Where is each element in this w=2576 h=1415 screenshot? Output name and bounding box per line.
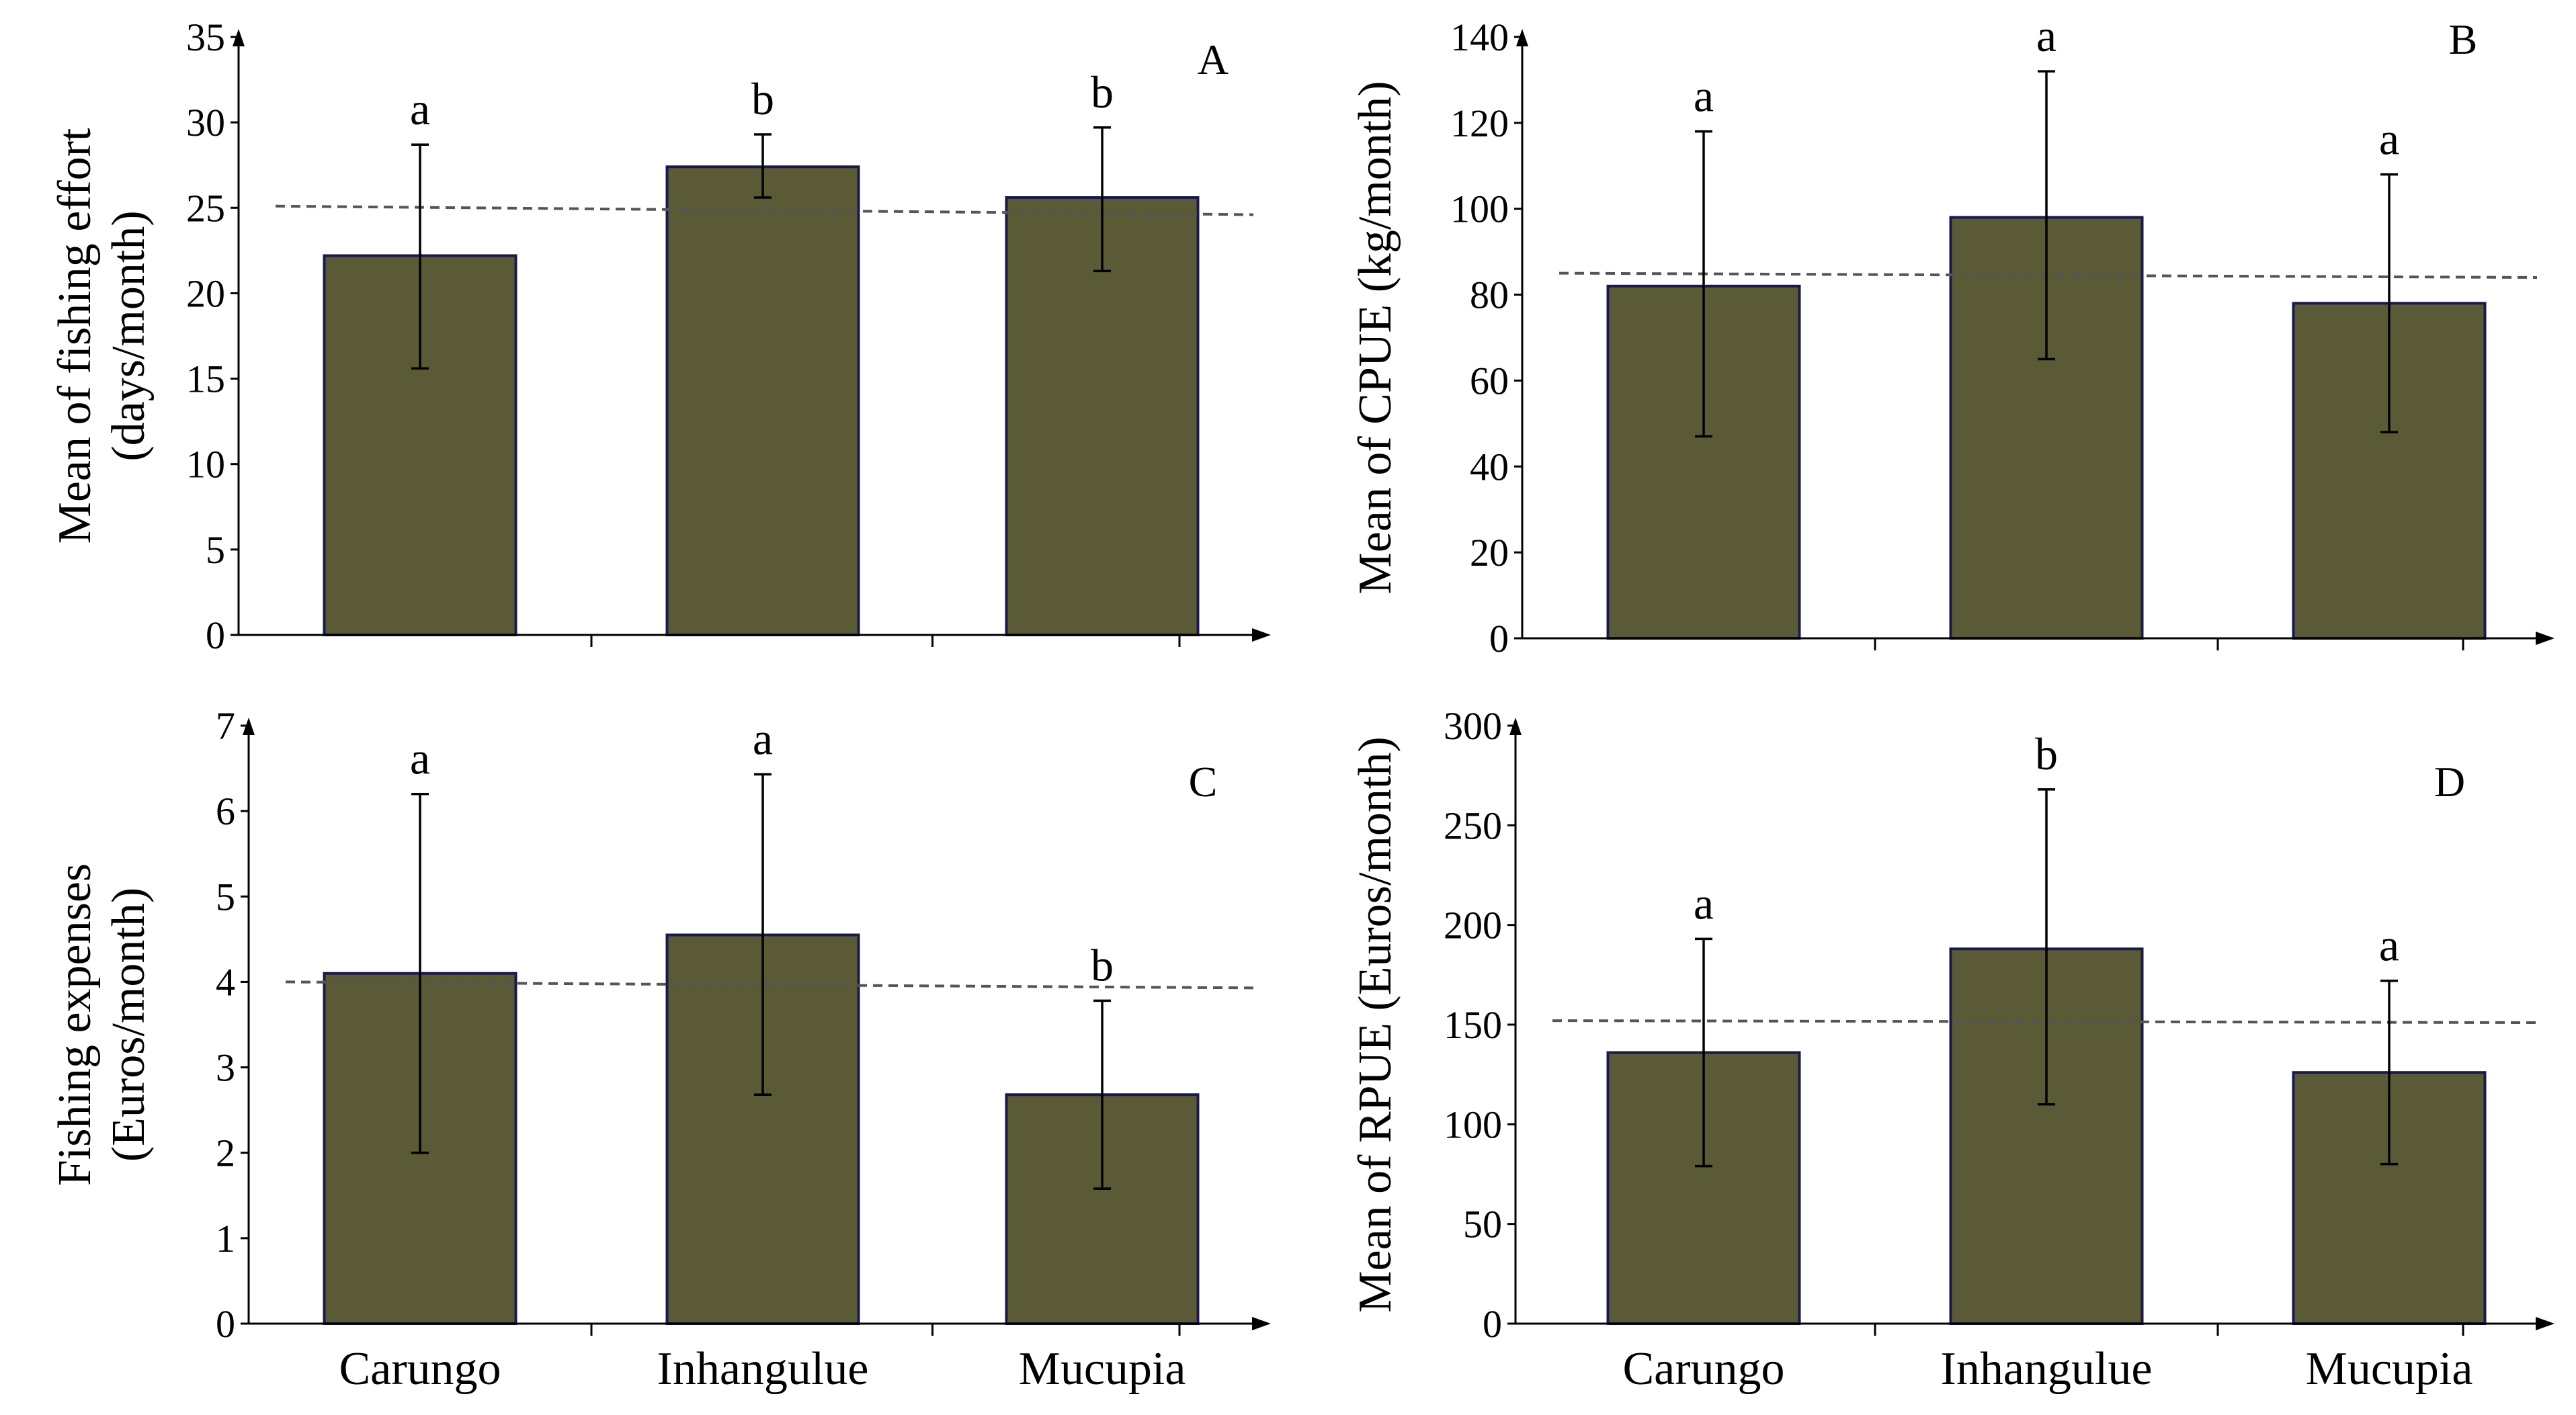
x-category-label: Mucupia: [2306, 1343, 2473, 1395]
significance-letter: a: [753, 713, 773, 764]
error-bar-inhangulue: [2038, 70, 2055, 361]
significance-letter: a: [2379, 920, 2399, 971]
y-tick-label: 50: [1463, 1203, 1502, 1246]
error-bar-carungo: [411, 143, 429, 370]
bar-inhangulue: [665, 165, 860, 636]
y-tick-label: 3: [216, 1046, 235, 1090]
y-tick-label: 140: [1450, 15, 1509, 59]
y-tick-label: 6: [216, 789, 235, 833]
significance-letter: a: [1694, 71, 1714, 122]
y-tick-label: 40: [1470, 445, 1509, 488]
y-tick-label: 20: [1470, 531, 1509, 574]
significance-letter: a: [2036, 10, 2056, 61]
x-category-label: Inhangulue: [1941, 1343, 2153, 1395]
significance-letter: b: [1091, 67, 1114, 118]
y-tick-label: 0: [1483, 1302, 1502, 1346]
significance-letter: b: [2035, 728, 2058, 779]
y-tick-label: 35: [186, 15, 225, 59]
x-axis-arrow-icon: [2536, 1317, 2554, 1330]
y-tick-label: 0: [206, 613, 225, 657]
y-tick-label: 4: [216, 960, 235, 1004]
y-tick-label: 300: [1444, 704, 1502, 748]
error-bar-inhangulue: [754, 773, 772, 1097]
y-axis-label: (days/month): [103, 210, 155, 461]
panel-label: D: [2434, 758, 2465, 806]
error-bar-carungo: [1695, 130, 1712, 438]
chart-panel-c: a a b 0 1 2 3 4 5 6 7 Fishing expenses (Euros/month)…: [49, 704, 1271, 1395]
chart-panel-b: a a a 0 20 40 60 80 100 120 140 Mean of CPUE (kg/mo…: [1349, 10, 2554, 660]
reference-line: [1552, 1019, 2538, 1025]
y-tick-label: 5: [206, 528, 225, 572]
y-tick-label: 200: [1444, 904, 1502, 947]
y-tick-label: 5: [216, 875, 235, 918]
y-tick-label: 10: [186, 443, 225, 486]
error-bar-mucupia: [1093, 126, 1111, 273]
y-tick-label: 150: [1444, 1003, 1502, 1047]
y-axis-label: Mean of fishing effort: [49, 128, 101, 544]
y-tick-label: 100: [1444, 1103, 1502, 1146]
error-bar-mucupia: [2380, 173, 2398, 433]
x-axis-arrow-icon: [2536, 632, 2554, 645]
x-axis-arrow-icon: [1252, 1317, 1271, 1330]
chart-panel-d: a b a 0 50 100 150 200 250 300 Mean of RPUE (Euros…: [1349, 704, 2554, 1395]
y-axis-label: Mean of RPUE (Euros/month): [1349, 736, 1401, 1312]
y-tick-label: 250: [1444, 804, 1502, 847]
y-tick-label: 120: [1450, 101, 1509, 145]
panel-label: C: [1189, 758, 1218, 806]
significance-letter: a: [410, 83, 430, 134]
x-category-label: Carungo: [339, 1343, 501, 1395]
error-bar-mucupia: [2380, 979, 2398, 1166]
significance-letter: a: [410, 733, 430, 784]
error-bar-inhangulue: [754, 133, 772, 199]
y-tick-label: 30: [186, 101, 225, 144]
y-tick-label: 0: [1489, 617, 1509, 660]
y-axis-label: Mean of CPUE (kg/month): [1349, 81, 1401, 594]
x-axis-arrow-icon: [1252, 628, 1271, 642]
y-tick-label: 25: [186, 186, 225, 230]
y-tick-label: 1: [216, 1217, 235, 1260]
x-category-label: Mucupia: [1019, 1343, 1186, 1395]
y-tick-label: 0: [216, 1302, 235, 1346]
panel-label: B: [2449, 15, 2478, 63]
reference-line: [1559, 271, 2538, 279]
y-axis-label: Fishing expenses: [49, 863, 101, 1186]
panel-label: A: [1198, 36, 1229, 83]
y-tick-label: 100: [1450, 187, 1509, 231]
significance-letter: a: [2379, 114, 2399, 165]
reference-line: [275, 204, 1254, 216]
y-tick-label: 7: [216, 704, 235, 748]
chart-panel-a: a b b 0 5 10 15 20 25 30 35 Mean of fishing effort(…: [49, 15, 1271, 657]
error-bar-carungo: [411, 792, 429, 1154]
y-tick-label: 80: [1470, 273, 1509, 317]
y-tick-label: 60: [1470, 359, 1509, 402]
x-category-label: Carungo: [1622, 1343, 1784, 1395]
significance-letter: a: [1694, 877, 1714, 929]
error-bar-inhangulue: [2038, 788, 2055, 1106]
y-tick-label: 20: [186, 271, 225, 315]
x-category-label: Inhangulue: [657, 1343, 869, 1395]
y-tick-label: 2: [216, 1131, 235, 1175]
y-axis-label: (Euros/month): [103, 888, 155, 1162]
error-bar-mucupia: [1093, 999, 1111, 1190]
significance-letter: b: [751, 73, 774, 124]
reference-line: [285, 980, 1254, 990]
significance-letter: b: [1091, 939, 1114, 990]
error-bar-carungo: [1695, 937, 1712, 1168]
y-tick-label: 15: [186, 357, 225, 401]
